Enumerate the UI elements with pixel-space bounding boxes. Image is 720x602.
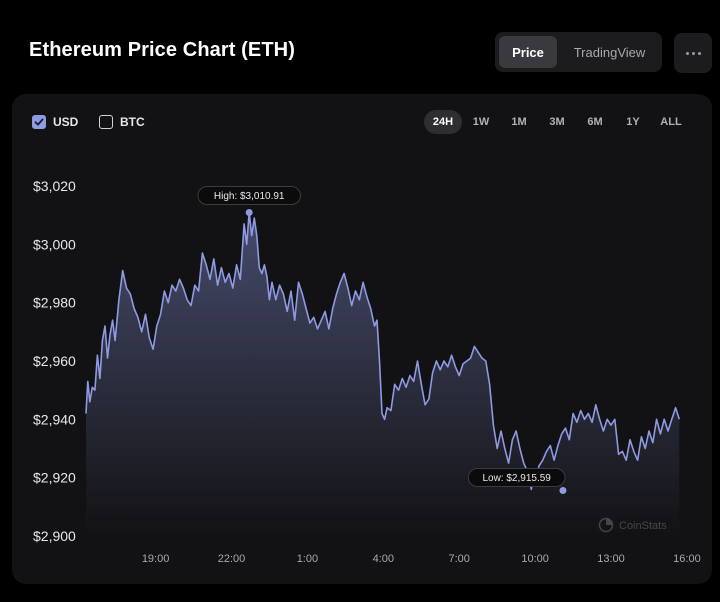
checkmark-icon xyxy=(32,115,46,129)
y-tick-label: $2,960 xyxy=(33,353,76,369)
y-tick-label: $3,000 xyxy=(33,236,76,252)
y-tick-label: $2,900 xyxy=(33,528,76,544)
y-tick-label: $2,980 xyxy=(33,295,76,311)
high-point xyxy=(245,209,253,217)
x-tick-label: 7:00 xyxy=(449,553,470,565)
page-title: Ethereum Price Chart (ETH) xyxy=(29,39,295,61)
btc-checkbox[interactable]: BTC xyxy=(99,115,145,129)
x-tick-label: 1:00 xyxy=(297,553,318,565)
btc-label: BTC xyxy=(120,115,145,129)
range-tab-3m[interactable]: 3M xyxy=(549,116,565,128)
high-label-bg xyxy=(197,186,301,206)
more-options-button[interactable] xyxy=(674,33,712,73)
more-dot xyxy=(697,51,701,55)
x-tick-label: 16:00 xyxy=(673,553,701,565)
coinstats-watermark: CoinStats xyxy=(598,517,667,533)
time-range-tabs: 24H 1W 1M 3M 6M 1Y ALL xyxy=(424,110,690,134)
y-tick-label: $2,940 xyxy=(33,411,76,427)
range-tab-1y[interactable]: 1Y xyxy=(626,116,640,128)
tradingview-view-button[interactable]: TradingView xyxy=(573,44,646,60)
price-area xyxy=(86,212,680,536)
coinstats-watermark-text: CoinStats xyxy=(619,520,667,532)
x-axis: 19:00 22:00 1:00 4:00 7:00 10:00 13:00 16:00 xyxy=(142,553,701,565)
price-view-button[interactable]: Price xyxy=(499,36,557,68)
x-tick-label: 4:00 xyxy=(373,553,394,565)
usd-label: USD xyxy=(53,115,79,129)
range-tab-all[interactable]: ALL xyxy=(660,116,682,128)
x-tick-label: 10:00 xyxy=(521,553,549,565)
more-dots-icon xyxy=(685,51,689,55)
range-tab-1w[interactable]: 1W xyxy=(472,116,490,128)
x-tick-label: 13:00 xyxy=(597,553,625,565)
high-low-markers: High: $3,010.91 Low: $2,915.59 xyxy=(197,186,567,495)
y-axis: $3,020 $3,000 $2,980 $2,960 $2,940 $2,920 $2,9… xyxy=(33,178,76,544)
view-toggle: Price TradingView xyxy=(495,32,662,72)
low-point xyxy=(559,487,567,495)
low-label-bg xyxy=(467,468,566,488)
range-tab-24h[interactable]: 24H xyxy=(424,110,462,134)
x-tick-label: 19:00 xyxy=(142,553,170,565)
usd-checkbox[interactable]: USD xyxy=(32,115,78,129)
checkbox-empty-icon xyxy=(99,115,113,129)
range-tab-6m[interactable]: 6M xyxy=(587,116,603,128)
y-tick-label: $3,020 xyxy=(33,178,76,194)
y-tick-label: $2,920 xyxy=(33,470,76,486)
more-dot xyxy=(691,51,695,55)
coinstats-logo-slice xyxy=(606,518,613,525)
low-label: Low: $2,915.59 xyxy=(482,473,551,484)
price-line xyxy=(85,211,681,491)
x-tick-label: 22:00 xyxy=(218,553,246,565)
high-label: High: $3,010.91 xyxy=(214,191,285,202)
range-tab-1m[interactable]: 1M xyxy=(511,116,527,128)
